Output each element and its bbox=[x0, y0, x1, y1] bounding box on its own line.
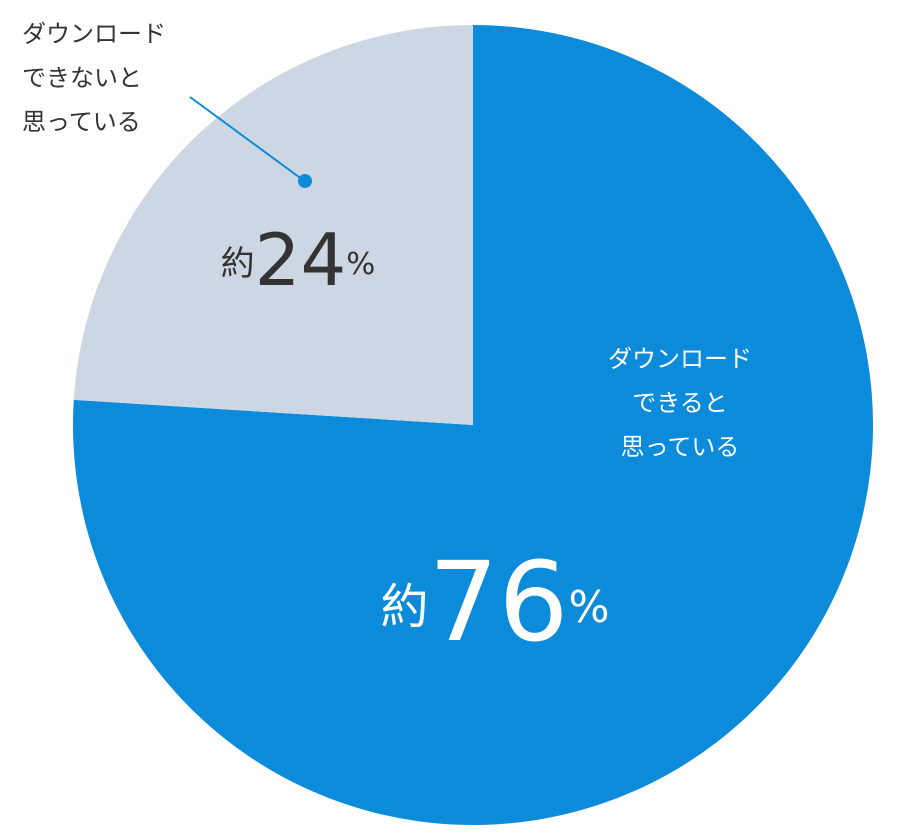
pie-slice bbox=[73, 25, 473, 425]
leader-line bbox=[189, 96, 304, 181]
leader-dot bbox=[298, 174, 312, 188]
value-label: 約76% bbox=[380, 538, 609, 666]
pie-slice bbox=[72, 25, 873, 826]
slice-label: ダウンロードできないと思っている bbox=[22, 20, 166, 136]
slice-label: ダウンロードできると思っている bbox=[608, 345, 752, 461]
value-label: 約24% bbox=[221, 218, 376, 302]
